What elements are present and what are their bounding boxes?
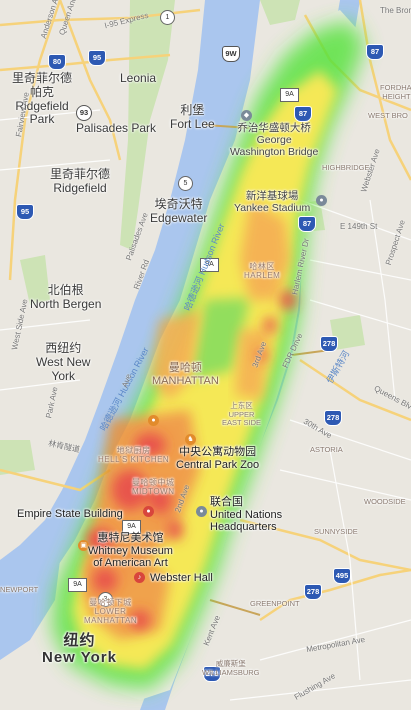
- district-manhattan: 曼哈顿 MANHATTAN: [152, 362, 219, 387]
- district-williamsburg: 威廉斯堡 WILLIAMSBURG: [202, 659, 260, 677]
- landmark-whitney[interactable]: 惠特尼美术馆 Whitney Museum of American Art: [88, 532, 173, 570]
- district-newport: NEWPORT: [0, 585, 39, 594]
- city-new-york: 纽约 New York: [42, 632, 117, 667]
- landmark-webster-hall[interactable]: Webster Hall: [150, 572, 213, 584]
- interstate-87-bronx-shield: 87: [294, 106, 312, 122]
- route-5-shield: 5: [178, 176, 193, 191]
- route-9a-south-shield: 9A: [68, 578, 87, 592]
- district-upper-east-side: 上东区 UPPER EAST SIDE: [222, 401, 262, 428]
- district-lower-manhattan: 曼哈顿下城 LOWER MANHATTAN: [84, 598, 138, 626]
- interstate-95-shield: 95: [88, 50, 106, 66]
- webster-hall-pin[interactable]: ♪: [134, 572, 145, 583]
- landmark-un-hq[interactable]: 联合国 United Nations Headquarters: [210, 496, 283, 534]
- district-west-bronx: WEST BRO: [368, 111, 408, 120]
- district-highbridge: HIGHBRIDGE: [322, 163, 370, 172]
- city-north-bergen: 北伯根 North Bergen: [30, 283, 102, 311]
- interstate-495-shield: 495: [333, 568, 351, 584]
- city-leonia: Leonia: [120, 71, 157, 85]
- city-ridgefield: 里奇菲尔德 Ridgefield: [50, 167, 111, 195]
- interstate-95-south-shield: 95: [16, 204, 34, 220]
- interstate-87-north-shield: 87: [366, 44, 384, 60]
- hudson-river: [0, 0, 260, 620]
- landmark-yankee-stadium[interactable]: 新洋基球場 Yankee Stadium: [234, 190, 311, 215]
- district-woodside: WOODSIDE: [364, 497, 406, 506]
- interstate-278-mid-shield: 278: [324, 410, 342, 426]
- zoo-pin[interactable]: ♞: [185, 434, 196, 445]
- city-west-new-york: 西纽约 West New York: [36, 341, 91, 383]
- interstate-278-shield: 278: [320, 336, 338, 352]
- route-3-shield: 3: [98, 592, 113, 607]
- gw-bridge-pin[interactable]: ◆: [241, 110, 252, 121]
- interstate-80-shield: 80: [48, 54, 66, 70]
- park-pin[interactable]: ●: [148, 415, 159, 426]
- district-harlem: 哈林区 HARLEM: [244, 262, 281, 281]
- interstate-278-south-shield: 278: [203, 666, 221, 682]
- heatmap-hotspots: [86, 290, 296, 630]
- district-greenpoint: GREENPOINT: [250, 599, 300, 608]
- route-1-shield: 1: [160, 10, 175, 25]
- un-pin[interactable]: ●: [196, 506, 207, 517]
- district-hells-kitchen: 地狱厨房 HELL'S KITCHEN: [98, 446, 170, 465]
- city-palisades-park: Palisades Park: [76, 121, 157, 135]
- city-fort-lee: 利堡 Fort Lee: [170, 103, 215, 131]
- road-the-bronx: The Bronx: [380, 6, 411, 15]
- route-93-shield: 93: [76, 105, 92, 121]
- city-ridgefield-park: 里奇菲尔德 帕克 Ridgefield Park: [12, 71, 73, 127]
- route-9a-midtown-shield: 9A: [122, 520, 141, 534]
- landmark-empire-state[interactable]: Empire State Building: [17, 508, 123, 520]
- empire-state-pin[interactable]: ●: [143, 506, 154, 517]
- streets: [0, 109, 411, 701]
- interstate-278-east-shield: 278: [304, 584, 322, 600]
- district-astoria: ASTORIA: [310, 445, 343, 454]
- whitney-pin[interactable]: ▣: [78, 540, 89, 551]
- parks-layer: [0, 0, 365, 475]
- landmark-gw-bridge[interactable]: 乔治华盛顿大桥 George Washington Bridge: [230, 122, 319, 159]
- landmark-central-park-zoo[interactable]: 中央公寓动物园 Central Park Zoo: [176, 446, 260, 471]
- interstate-87-shield: 87: [298, 216, 316, 232]
- district-fordham-heights: FORDHAMHEIGHTS: [380, 83, 411, 101]
- road-e-149th-st: E 149th St: [340, 222, 378, 231]
- us-9w-shield: 9W: [222, 46, 240, 62]
- district-sunnyside: SUNNYSIDE: [314, 527, 358, 536]
- yankee-stadium-pin[interactable]: ●: [316, 195, 327, 206]
- route-9a-shield: 9A: [280, 88, 299, 102]
- district-midtown: 曼哈顿中城 MIDTOWN: [132, 478, 175, 497]
- city-edgewater: 埃奇沃特 Edgewater: [150, 197, 208, 225]
- route-9a-mid-shield: 9A: [200, 258, 219, 272]
